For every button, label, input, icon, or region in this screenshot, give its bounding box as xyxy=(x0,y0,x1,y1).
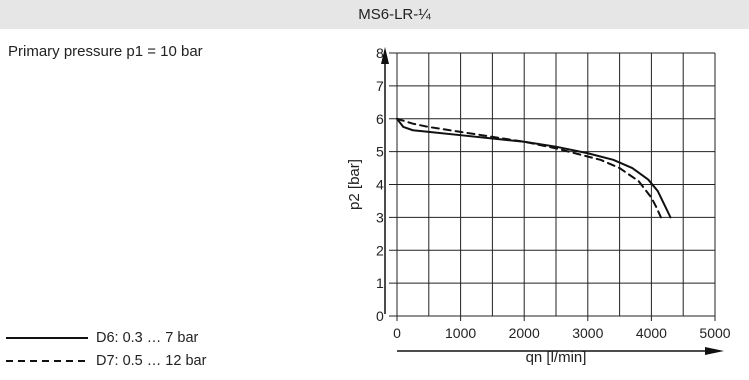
legend-item-d7: D7: 0.5 … 12 bar xyxy=(6,349,206,372)
chart-title-bar: MS6-LR-¼ xyxy=(0,0,749,29)
x-axis-arrowhead-icon xyxy=(705,347,724,355)
y-tick-label: 6 xyxy=(376,111,384,127)
y-tick-label: 4 xyxy=(376,177,384,193)
legend-dashed-line-icon xyxy=(6,359,88,362)
y-tick-label: 1 xyxy=(376,275,384,291)
x-tick-label: 2000 xyxy=(509,325,540,341)
chart-title: MS6-LR-¼ xyxy=(358,6,431,23)
y-tick-label: 5 xyxy=(376,144,384,160)
condition-text: Primary pressure p1 = 10 bar xyxy=(8,43,203,60)
y-tick-label: 7 xyxy=(376,78,384,94)
legend-item-d6: D6: 0.3 … 7 bar xyxy=(6,326,206,349)
legend-solid-line-icon xyxy=(6,336,88,339)
y-tick-label: 3 xyxy=(376,209,384,225)
x-tick-label: 3000 xyxy=(572,325,603,341)
legend-label-d6: D6: 0.3 … 7 bar xyxy=(96,329,199,346)
series-line-d7 xyxy=(396,117,662,219)
x-tick-label: 5000 xyxy=(699,325,730,341)
y-tick-label: 2 xyxy=(376,242,384,258)
y-tick-label: 8 xyxy=(376,45,384,61)
legend-label-d7: D7: 0.5 … 12 bar xyxy=(96,352,207,369)
y-axis-arrowhead-icon xyxy=(381,47,389,64)
series-line-d6 xyxy=(396,117,672,219)
x-tick-label: 4000 xyxy=(636,325,667,341)
x-tick-label: 1000 xyxy=(445,325,476,341)
x-axis-title: qn [l/min] xyxy=(526,349,587,366)
legend: D6: 0.3 … 7 bar D7: 0.5 … 12 bar xyxy=(6,326,206,372)
y-tick-label: 0 xyxy=(376,308,384,324)
x-tick-label: 0 xyxy=(393,325,401,341)
y-axis-title: p2 [bar] xyxy=(346,159,363,210)
